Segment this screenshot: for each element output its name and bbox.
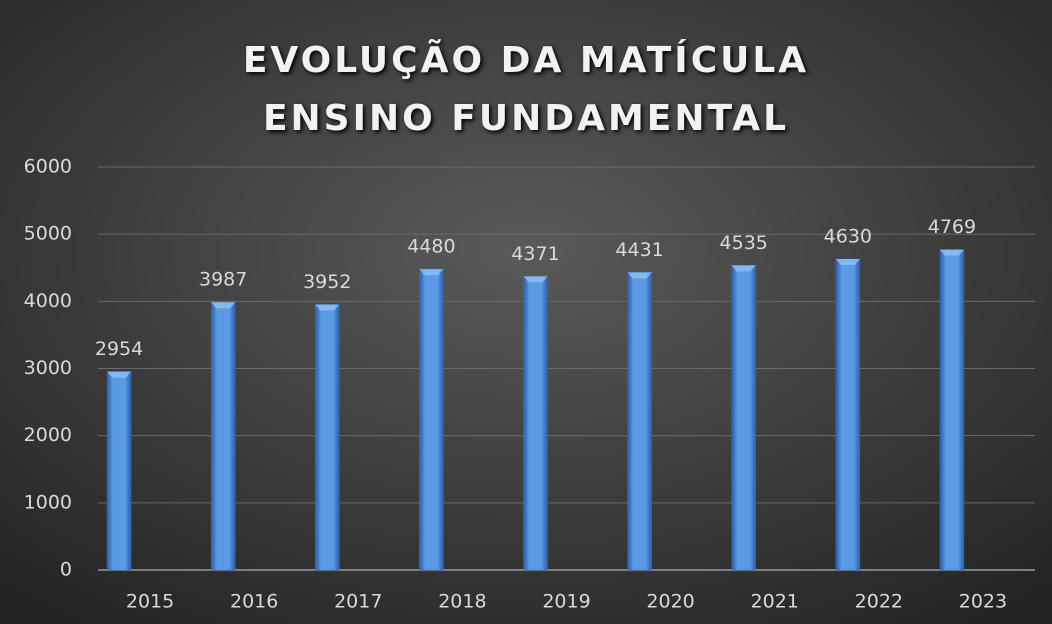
x-tick-label: 2020 (646, 591, 694, 613)
bar-bevel (211, 302, 236, 309)
bar-bevel (939, 249, 964, 256)
bar-bevel (107, 371, 132, 378)
bar (106, 371, 132, 571)
bar (835, 258, 861, 571)
data-label: 4630 (824, 226, 872, 248)
x-tick-label: 2021 (751, 591, 799, 613)
bar (315, 304, 340, 571)
y-tick-label: 4000 (24, 290, 72, 312)
x-tick-label: 2016 (230, 591, 278, 613)
bar (210, 301, 236, 571)
bar-bevel (315, 304, 340, 311)
y-tick-label: 1000 (24, 491, 72, 513)
data-label: 4769 (928, 216, 976, 238)
bar (523, 276, 548, 571)
bar-bevel (627, 272, 652, 279)
x-tick-label: 2015 (126, 591, 174, 613)
x-tick-label: 2022 (855, 591, 903, 613)
bar (731, 265, 756, 571)
bar (627, 272, 652, 571)
y-tick-label: 6000 (24, 156, 72, 178)
bar (939, 249, 965, 571)
y-tick-label: 0 (60, 559, 72, 581)
bar-bevel (835, 259, 860, 266)
data-label: 3987 (199, 269, 247, 291)
data-label: 4480 (407, 236, 455, 258)
y-tick-label: 3000 (24, 357, 72, 379)
data-label: 4535 (720, 232, 768, 254)
data-label: 2954 (95, 338, 143, 360)
x-tick-label: 2017 (334, 591, 382, 613)
bar-bevel (731, 265, 756, 272)
data-label: 4371 (511, 243, 559, 265)
bar-bevel (523, 276, 548, 283)
data-label: 3952 (303, 271, 351, 293)
x-tick-label: 2018 (438, 591, 486, 613)
y-tick-label: 5000 (24, 223, 72, 245)
x-tick-label: 2023 (959, 591, 1007, 613)
chart-title: EVOLUÇÃO DA MATÍCULA ENSINO FUNDAMENTAL (242, 40, 810, 139)
bar (419, 268, 444, 571)
x-tick-label: 2019 (542, 591, 590, 613)
y-tick-label: 2000 (24, 424, 72, 446)
bar-bevel (419, 269, 444, 276)
data-label: 4431 (615, 239, 663, 261)
